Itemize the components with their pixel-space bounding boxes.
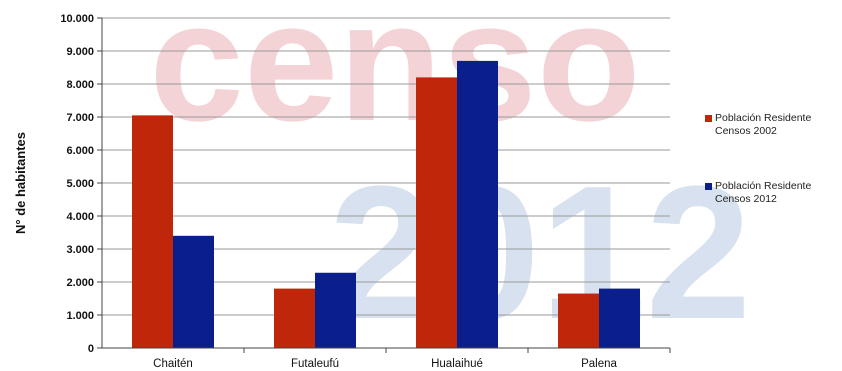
y-tick-label: 1.000: [66, 310, 94, 322]
x-tick-label: Hualaihué: [431, 358, 483, 370]
y-tick-label: 8.000: [66, 79, 94, 91]
bars: [132, 60, 640, 349]
y-tick-label: 3.000: [66, 244, 94, 256]
x-tick-label: Futaleufú: [291, 358, 339, 370]
watermark-text-2012: 2012: [329, 147, 752, 359]
bar-palena-series-2: [599, 288, 640, 348]
y-tick-label: 4.000: [66, 211, 94, 223]
y-tick-label: 10.000: [60, 13, 94, 25]
x-tick-label: Palena: [581, 358, 617, 370]
legend-label-2002: Población Residente Censos 2002: [715, 112, 812, 137]
legend-item-2012: Población Residente Censos 2012: [705, 180, 840, 206]
bar-futaleuf--series-2: [315, 272, 356, 348]
bar-hualaihu--series-2: [457, 60, 498, 349]
legend-item-2002: Población Residente Censos 2002: [705, 112, 840, 138]
bar-chait-n-series-1: [132, 115, 173, 348]
y-tick-label: 2.000: [66, 277, 94, 289]
x-tick-label: Chaitén: [153, 358, 193, 370]
axes: 0 1.000 2.000 3.000 4.000 5.000 6.000 7.000 8.00…: [60, 13, 671, 370]
legend-label-2012: Población Residente Censos 2012: [715, 180, 812, 205]
bar-hualaihu--series-1: [416, 77, 457, 349]
legend: Población Residente Censos 2002 Població…: [705, 112, 840, 248]
legend-swatch-2012: [705, 183, 712, 190]
legend-swatch-2002: [705, 115, 712, 122]
watermark-text-censo: censo: [149, 0, 640, 157]
y-tick-label: 6.000: [66, 145, 94, 157]
gridlines: [102, 17, 670, 316]
bar-palena-series-1: [558, 293, 599, 348]
y-tick-label: 0: [88, 343, 94, 355]
bar-futaleuf--series-1: [274, 288, 315, 348]
y-tick-label: 7.000: [66, 112, 94, 124]
bar-chait-n-series-2: [173, 235, 214, 348]
y-tick-label: 9.000: [66, 46, 94, 58]
y-tick-label: 5.000: [66, 178, 94, 190]
y-axis-label: N° de habitantes: [13, 132, 28, 234]
